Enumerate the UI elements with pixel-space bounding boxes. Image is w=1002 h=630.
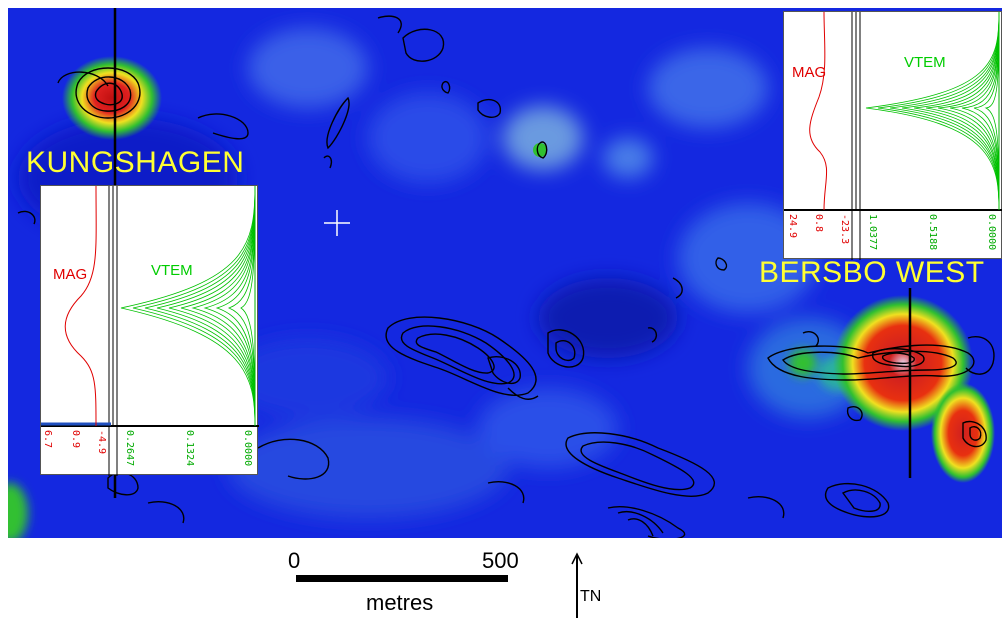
vtem-tick-max: 1.0377 xyxy=(867,214,878,251)
vtem-label: VTEM xyxy=(904,54,946,71)
mag-label: MAG xyxy=(792,64,827,81)
scale-end-label: 500 xyxy=(482,548,519,573)
mag-tick-mid: 0.8 xyxy=(813,214,824,233)
bersbo-west-label: BERSBO WEST xyxy=(759,256,985,289)
vtem-tick-min: 0.0000 xyxy=(986,214,997,251)
mag-tick-min: -4.9 xyxy=(96,430,107,455)
scale-bar-line xyxy=(296,575,508,582)
true-north-label: TN xyxy=(580,588,602,605)
profile-panel-kungshagen: MAG VTEM 6.7 0.9 -4.9 0.2647 0.1324 0.00… xyxy=(40,185,259,476)
profile-plot-right xyxy=(784,12,1002,260)
mag-tick-max: 24.9 xyxy=(787,214,798,239)
crosshair-icon xyxy=(324,210,350,236)
mag-label: MAG xyxy=(53,266,88,283)
vtem-tick-min: 0.0000 xyxy=(242,430,253,467)
mag-tick-max: 6.7 xyxy=(42,430,53,449)
profile-panel-bersbo-west: MAG VTEM 24.9 0.8 -23.3 1.0377 0.5188 0.… xyxy=(783,11,1002,260)
profile-plot-left xyxy=(41,186,259,476)
scale-start-label: 0 xyxy=(288,548,301,573)
vtem-tick-mid: 0.5188 xyxy=(927,214,938,251)
vtem-label: VTEM xyxy=(151,262,193,279)
north-arrow-icon xyxy=(571,552,583,618)
mag-tick-min: -23.3 xyxy=(839,214,850,245)
kungshagen-label: KUNGSHAGEN xyxy=(26,146,245,179)
scale-unit-label: metres xyxy=(366,590,434,615)
vtem-tick-mid: 0.1324 xyxy=(184,430,195,467)
vtem-tick-max: 0.2647 xyxy=(124,430,135,467)
mag-tick-mid: 0.9 xyxy=(70,430,81,449)
geophysics-map: KUNGSHAGEN BERSBO WEST xyxy=(8,8,1002,538)
